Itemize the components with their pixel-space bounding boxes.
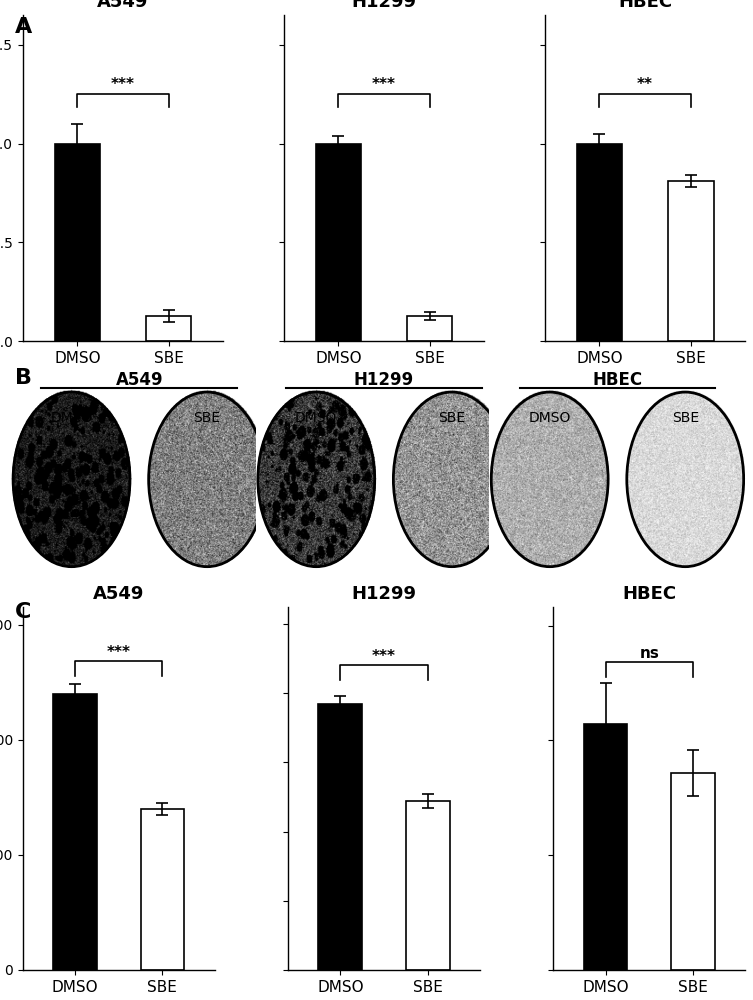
Text: DMSO: DMSO: [50, 411, 93, 425]
Text: ***: ***: [372, 77, 396, 92]
Bar: [53, 694, 97, 970]
Title: HBEC: HBEC: [618, 0, 672, 11]
Text: SBE: SBE: [194, 411, 221, 425]
Bar: [584, 724, 627, 970]
Bar: [54, 144, 100, 341]
Text: HBEC: HBEC: [593, 371, 642, 389]
Bar: [577, 144, 622, 341]
Text: A549: A549: [115, 371, 163, 389]
Title: A549: A549: [97, 0, 148, 11]
Bar: [406, 801, 450, 970]
Bar: [671, 773, 715, 970]
Text: ns: ns: [639, 646, 660, 661]
Text: DMSO: DMSO: [295, 411, 337, 425]
Title: A549: A549: [93, 585, 145, 603]
Bar: [407, 316, 453, 341]
Bar: [319, 704, 362, 970]
Text: C: C: [15, 602, 32, 622]
Bar: [141, 809, 184, 970]
Text: A: A: [15, 17, 32, 37]
Text: SBE: SBE: [672, 411, 699, 425]
Text: **: **: [637, 77, 653, 92]
Text: ***: ***: [111, 77, 135, 92]
Title: H1299: H1299: [352, 585, 416, 603]
Text: B: B: [15, 368, 32, 388]
Title: H1299: H1299: [352, 0, 416, 11]
Text: SBE: SBE: [438, 411, 465, 425]
Text: DMSO: DMSO: [529, 411, 571, 425]
Bar: [316, 144, 361, 341]
Text: H1299: H1299: [354, 371, 414, 389]
Text: ***: ***: [372, 649, 396, 664]
Title: HBEC: HBEC: [622, 585, 676, 603]
Bar: [668, 181, 714, 341]
Text: ***: ***: [107, 645, 131, 660]
Bar: [146, 316, 191, 341]
